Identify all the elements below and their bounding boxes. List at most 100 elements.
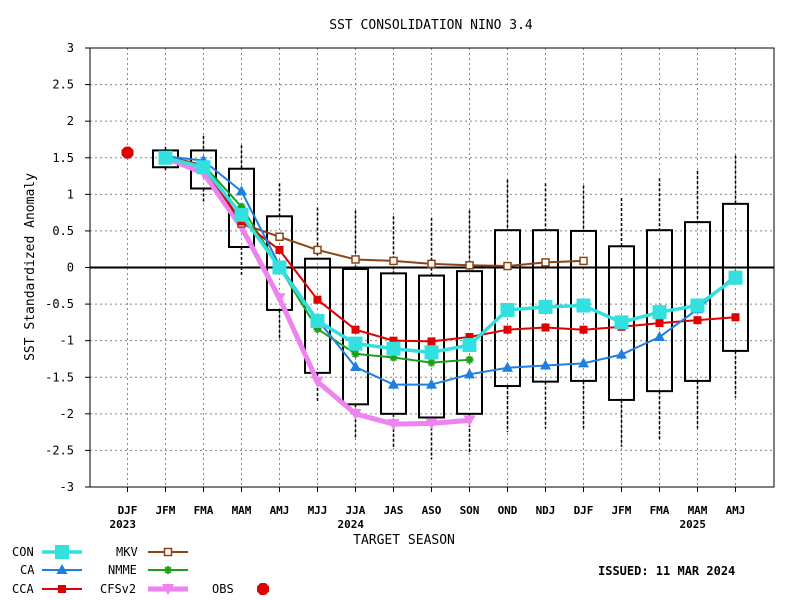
chart-title: SST CONSOLIDATION NINO 3.4 — [329, 18, 533, 33]
data-point-ca — [426, 378, 437, 389]
series-line-ca — [165, 155, 737, 386]
legend-item-con: CON — [12, 545, 82, 559]
y-tick-label: -3 — [60, 480, 74, 494]
data-point-cca — [313, 295, 322, 304]
legend-label: CON — [12, 545, 34, 559]
data-point-con — [462, 338, 477, 353]
data-point-ca — [464, 368, 475, 379]
data-point-ca — [654, 331, 665, 342]
legend-label: MKV — [116, 545, 138, 559]
box-plot-box — [608, 245, 635, 401]
data-point-ca — [578, 357, 589, 368]
y-tick-label: 2 — [67, 114, 74, 128]
y-tick-label: -1.5 — [45, 370, 74, 384]
y-tick-label: 1.5 — [52, 151, 74, 165]
x-tick-label: JAS — [384, 504, 404, 517]
y-tick-label: 3 — [67, 41, 74, 55]
legend-swatch-marker-d2 — [164, 566, 172, 574]
x-tick-label: MAM — [688, 504, 708, 517]
data-point-cfsv2 — [425, 418, 438, 430]
box-plots — [152, 135, 749, 460]
series-ca — [160, 150, 741, 389]
legend-item-ca: CA — [20, 563, 82, 577]
data-point-cfsv2 — [311, 376, 324, 388]
x-tick-label: FMA — [650, 504, 670, 517]
data-point-con — [728, 270, 743, 285]
y-tick-label: 0 — [67, 261, 74, 275]
x-axis: DJF JFM FMA MAM AMJ MJJ JJA JAS ASO SON OND NDJ DJF J… — [110, 487, 746, 531]
data-point-cca — [731, 313, 740, 322]
data-point-ca — [540, 359, 551, 370]
y-axis-label: SST Standardized Anomaly — [23, 173, 38, 361]
y-tick-label: -1 — [60, 334, 74, 348]
legend-swatch-marker — [163, 547, 173, 557]
legend-swatch-marker — [55, 545, 69, 559]
data-point-cfsv2 — [387, 419, 400, 431]
data-point-nmme-d2 — [465, 356, 474, 364]
series-lines — [158, 150, 743, 431]
data-point-ca — [236, 185, 247, 196]
data-point-con — [348, 336, 363, 351]
x-tick-label: SON — [460, 504, 480, 517]
data-point-cca — [351, 325, 360, 334]
data-point-cca — [427, 337, 436, 346]
x-tick-label: AMJ — [270, 504, 290, 517]
data-point-con — [310, 313, 325, 328]
box-plot-box — [722, 202, 749, 352]
data-point-con — [424, 345, 439, 360]
data-point-con — [196, 160, 211, 175]
data-point-mkv — [351, 255, 360, 264]
data-point-con — [538, 300, 553, 315]
data-point-nmme — [427, 358, 436, 367]
data-point-mkv — [389, 256, 398, 266]
data-point-cfsv2 — [273, 293, 286, 305]
legend-item-obs: OBS — [212, 582, 270, 596]
data-point-con — [234, 207, 249, 222]
data-point-con — [386, 341, 401, 356]
x-tick-label: AMJ — [726, 504, 746, 517]
legend-label: CFSv2 — [100, 582, 136, 596]
data-point-con — [272, 260, 287, 275]
data-point-mkv — [503, 261, 512, 271]
data-point-ca — [616, 348, 627, 359]
legend-item-cca: CCA — [12, 582, 82, 596]
legend-label: OBS — [212, 582, 234, 596]
legend-item-cfsv2: CFSv2 — [100, 582, 188, 596]
legend-label: CA — [20, 563, 35, 577]
data-point-mkv — [427, 259, 436, 269]
x-tick-label: FMA — [194, 504, 214, 517]
data-point-mkv — [579, 256, 588, 266]
box-plot-box — [684, 221, 711, 382]
data-point-con — [614, 315, 629, 330]
data-point-con — [500, 302, 515, 317]
data-point-mkv — [313, 245, 322, 255]
x-tick-label: JFM — [156, 504, 176, 517]
data-point-con — [576, 298, 591, 313]
legend-swatch-marker — [58, 585, 66, 593]
x-tick-label: JFM — [612, 504, 632, 517]
legend-item-mkv: MKV — [116, 545, 188, 559]
y-tick-label: 0.5 — [52, 224, 74, 238]
legend-swatch-marker — [256, 582, 270, 596]
data-point-cca — [541, 323, 550, 332]
y-tick-label: -2 — [60, 407, 74, 421]
legend-label: CCA — [12, 582, 34, 596]
data-point-nmme-d2 — [351, 350, 360, 358]
data-point-ca — [388, 378, 399, 389]
data-point-con — [158, 150, 173, 165]
data-point-mkv — [465, 261, 474, 270]
data-point-mkv — [541, 258, 550, 267]
box-plot-box — [456, 270, 483, 415]
data-point-obs — [121, 146, 134, 159]
data-point-cca — [465, 333, 474, 342]
observed-layer — [121, 146, 134, 159]
data-point-ca — [350, 361, 361, 372]
series-mkv — [161, 152, 588, 271]
x-tick-label: MJJ — [308, 504, 328, 517]
y-tick-label: -2.5 — [45, 443, 74, 457]
legend-item-nmme: NMME — [108, 563, 188, 577]
y-tick-label: 1 — [67, 187, 74, 201]
year-label: 2023 — [110, 518, 137, 531]
box-plot-box — [304, 257, 331, 374]
